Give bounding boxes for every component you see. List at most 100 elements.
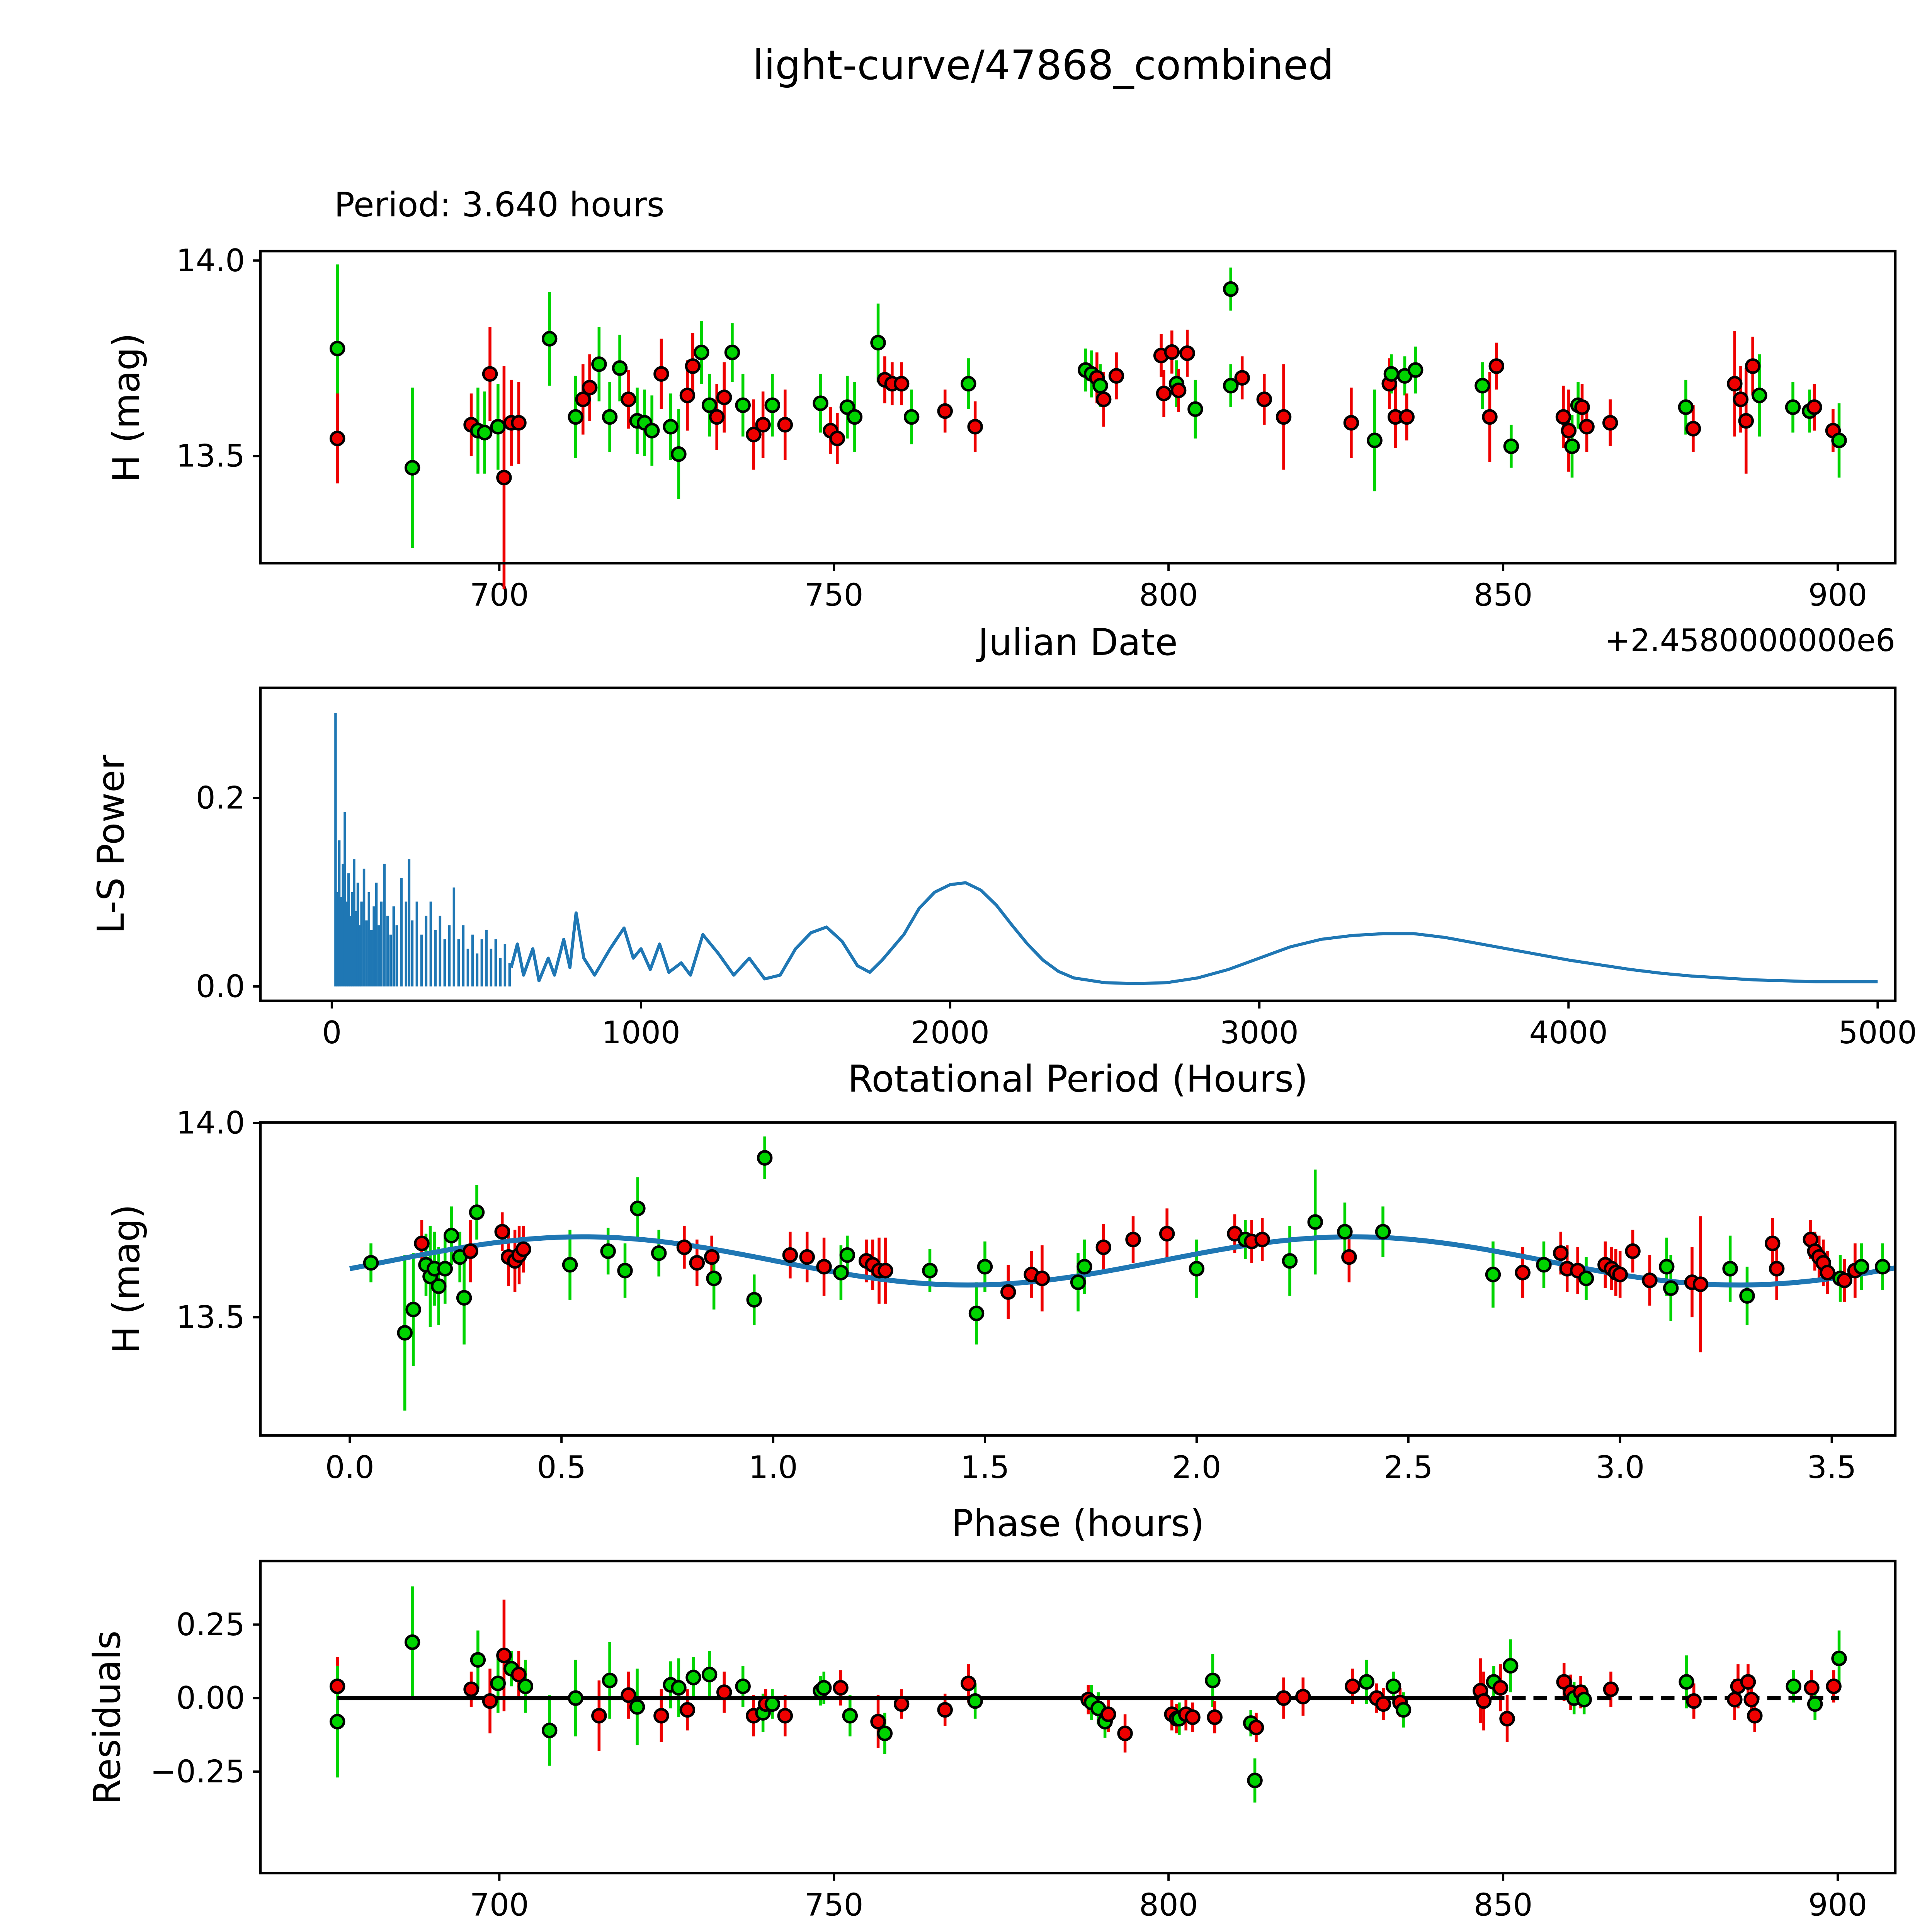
data-point (653, 1708, 669, 1724)
data-point (671, 446, 687, 462)
x-tick-label: 0.5 (537, 1449, 586, 1485)
panel1-ylabel: H (mag) (106, 332, 149, 482)
data-point (1663, 1280, 1679, 1296)
data-point (1515, 1265, 1531, 1281)
data-point (1499, 1711, 1515, 1727)
data-point (463, 1681, 479, 1697)
data-point (575, 391, 591, 407)
data-point (1806, 399, 1822, 415)
data-point (1603, 1681, 1619, 1697)
data-point (329, 1714, 345, 1730)
x-tick-label: 2.0 (1172, 1449, 1221, 1485)
x-tick-label: 2.5 (1384, 1449, 1433, 1485)
data-point (1786, 1678, 1802, 1694)
data-point (1740, 1674, 1756, 1690)
data-point (653, 366, 669, 382)
data-point (1488, 358, 1505, 374)
data-point (1482, 409, 1498, 425)
data-point (1612, 1267, 1628, 1282)
data-point (1337, 1224, 1353, 1240)
data-point (1692, 1276, 1709, 1292)
data-point (1070, 1274, 1086, 1290)
data-point (1256, 391, 1272, 407)
data-point (1407, 362, 1423, 378)
data-point (1564, 438, 1580, 454)
x-tick-label: 1.5 (960, 1449, 1009, 1485)
data-point (602, 409, 618, 425)
data-point (967, 1693, 983, 1709)
x-tick-label: 1000 (602, 1015, 680, 1051)
data-point (903, 409, 920, 425)
data-point (1492, 1680, 1509, 1696)
figure-title: light-curve/47868_combined (752, 43, 1334, 89)
data-point (1475, 378, 1490, 394)
data-point (847, 409, 863, 425)
x-tick-label: 3.0 (1595, 1449, 1645, 1485)
data-point (404, 460, 420, 476)
data-point (1625, 1243, 1641, 1259)
data-point (629, 1699, 645, 1715)
data-point (1854, 1259, 1869, 1275)
data-point (470, 1652, 486, 1668)
data-point (1826, 1678, 1842, 1694)
data-point (1164, 344, 1180, 360)
x-tick-label: 850 (1474, 1887, 1533, 1923)
data-point (1555, 409, 1571, 425)
data-point (591, 356, 607, 372)
data-point (704, 1249, 720, 1265)
data-point (1282, 1253, 1298, 1269)
data-point (1375, 1224, 1391, 1240)
data-point (833, 1265, 849, 1281)
data-point (676, 1239, 692, 1255)
data-point (1579, 419, 1595, 435)
data-point (1503, 438, 1519, 454)
panel2-ylabel: L-S Power (91, 755, 133, 934)
data-point (329, 1678, 345, 1694)
data-point (1752, 388, 1767, 403)
data-point (612, 360, 628, 376)
data-point (1561, 423, 1577, 439)
data-point (463, 1243, 478, 1259)
data-point (922, 1263, 938, 1279)
panel1-xlabel: Julian Date (978, 622, 1178, 665)
period-annotation: Period: 3.640 hours (334, 187, 665, 226)
data-point (1745, 358, 1761, 374)
data-point (764, 1696, 781, 1712)
periodogram-curve (510, 881, 1878, 985)
data-point (329, 430, 345, 446)
y-tick-label: 13.5 (176, 1299, 245, 1335)
data-point (1207, 1709, 1223, 1725)
data-point (541, 331, 558, 347)
x-tick-label: 800 (1139, 1887, 1198, 1923)
data-point (1476, 1693, 1492, 1709)
data-point (777, 417, 793, 433)
data-point (1536, 1257, 1552, 1273)
data-point (961, 1675, 976, 1691)
data-point (1837, 1272, 1852, 1288)
y-tick-label: 13.5 (176, 438, 245, 474)
data-point (600, 1243, 616, 1259)
data-point (397, 1325, 413, 1341)
data-point (1205, 1672, 1221, 1689)
data-point (1159, 1226, 1175, 1242)
data-point (735, 1678, 751, 1694)
data-point (1722, 1261, 1738, 1277)
data-point (515, 1241, 531, 1257)
x-tick-label: 900 (1808, 1887, 1867, 1923)
data-point (689, 1255, 705, 1271)
data-point (405, 1301, 421, 1318)
data-point (1399, 409, 1415, 425)
axes-frame (259, 250, 1897, 565)
data-point (1223, 378, 1239, 394)
data-point (968, 1305, 985, 1321)
data-point (1807, 1696, 1823, 1712)
data-point (679, 388, 696, 403)
data-point (842, 1708, 858, 1724)
data-point (541, 1723, 558, 1738)
x-tick-label: 850 (1474, 577, 1533, 613)
axes-frame (259, 686, 1897, 1002)
data-point (870, 1714, 886, 1730)
data-point (1276, 1690, 1292, 1706)
